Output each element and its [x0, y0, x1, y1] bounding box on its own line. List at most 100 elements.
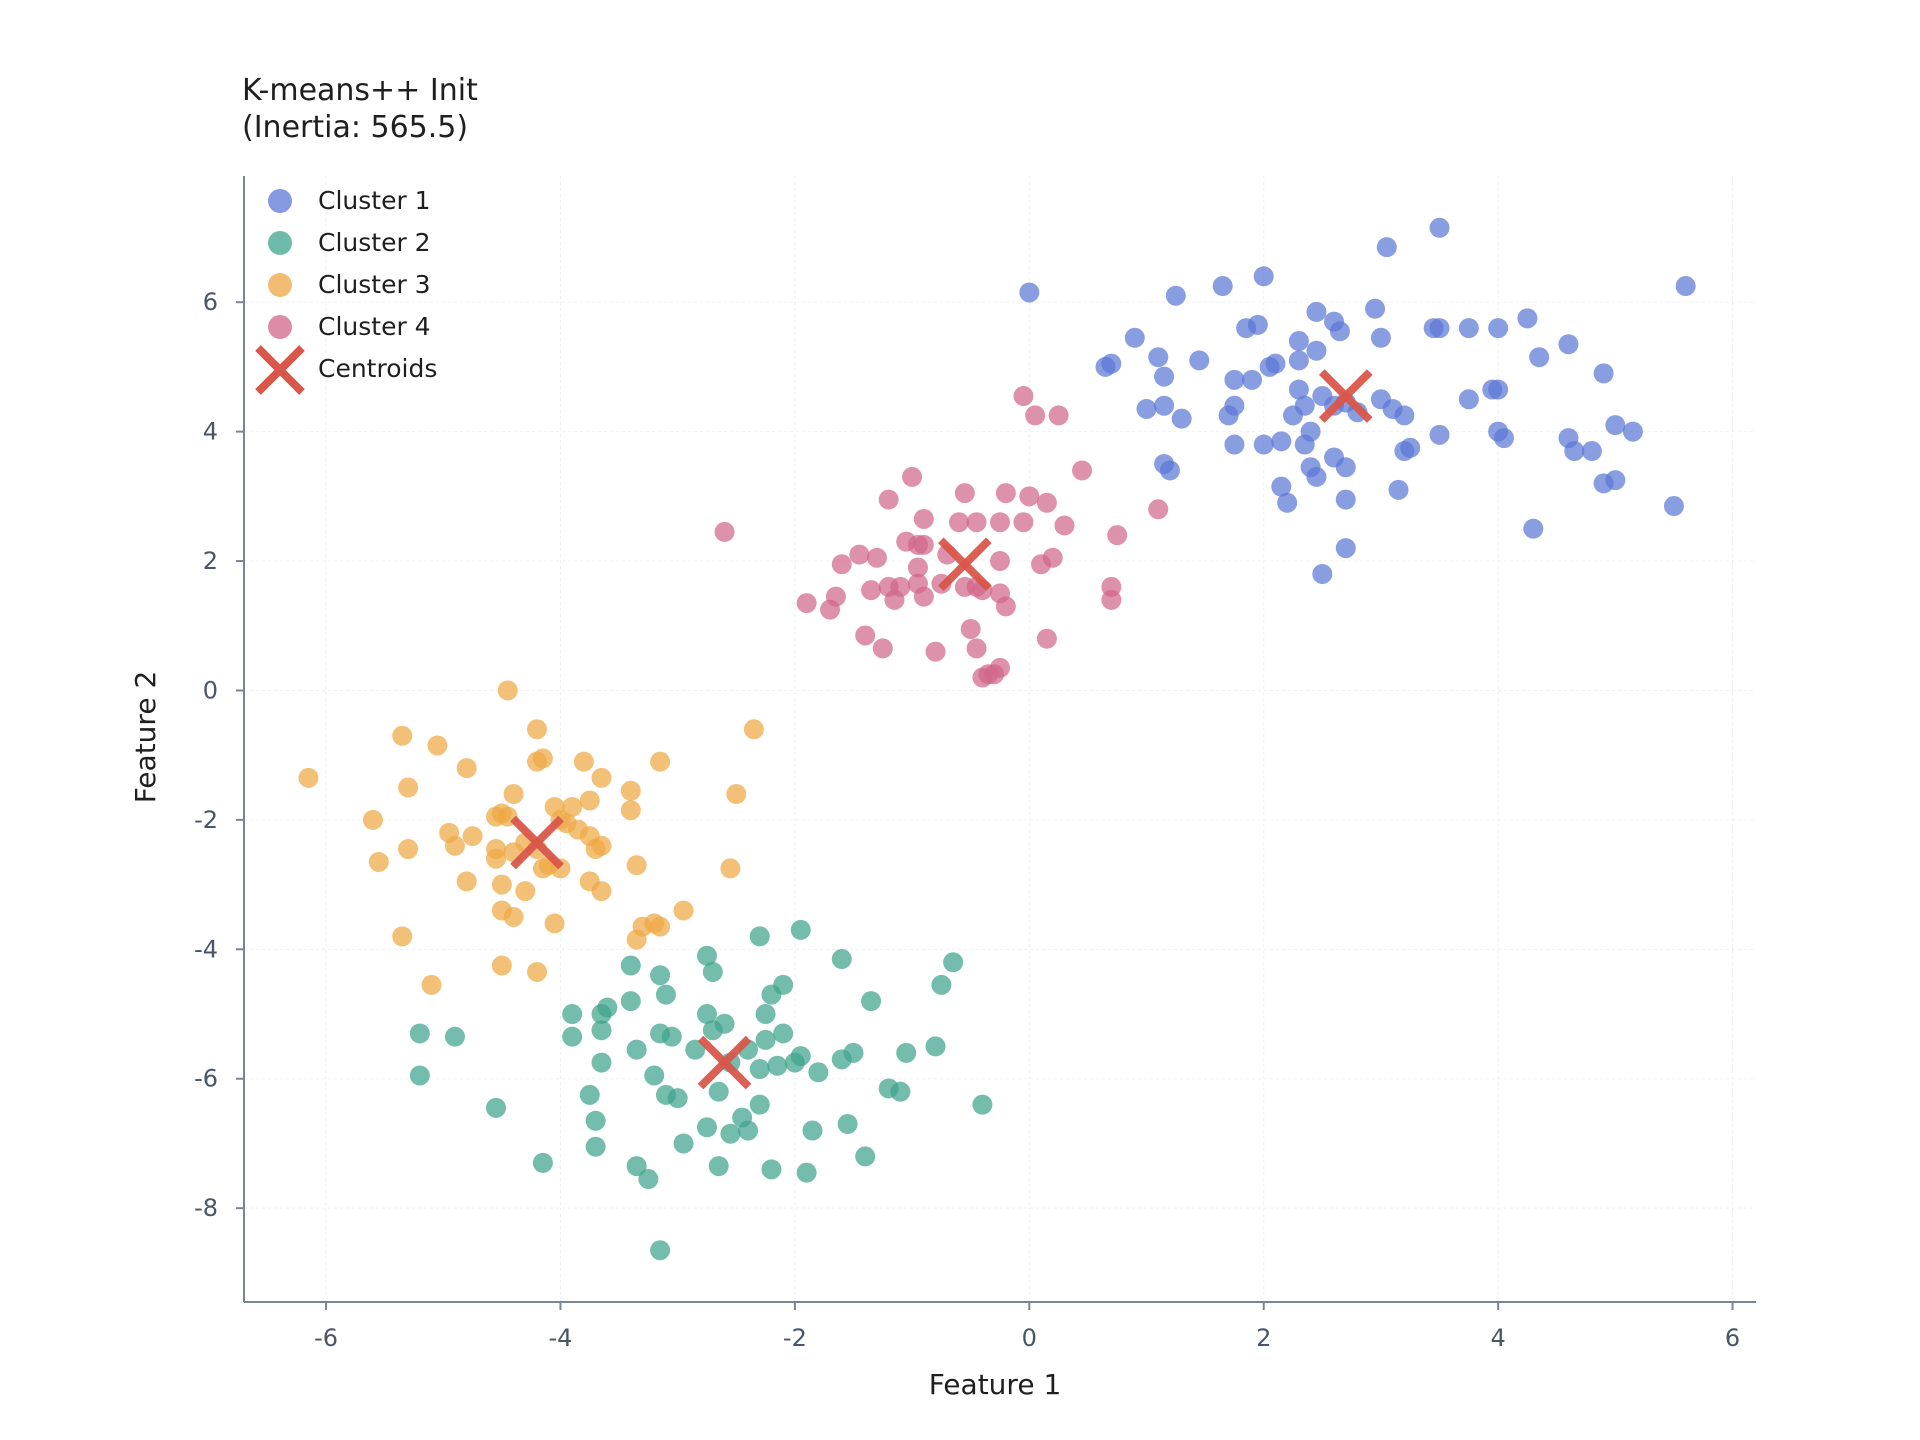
legend-label-cluster-4: Cluster 4 [318, 312, 431, 341]
data-point-cluster-2 [761, 1159, 782, 1180]
data-point-cluster-1 [1288, 379, 1309, 400]
data-point-cluster-4 [1054, 515, 1075, 536]
data-point-cluster-1 [1242, 369, 1262, 390]
y-tick-label: -8 [194, 1194, 218, 1222]
legend-label-centroids: Centroids [318, 354, 437, 383]
data-point-cluster-2 [638, 1169, 659, 1190]
data-point-cluster-2 [673, 1133, 694, 1154]
data-point-cluster-1 [1306, 466, 1327, 487]
data-point-cluster-1 [1265, 353, 1286, 374]
data-point-cluster-2 [796, 1162, 817, 1183]
data-point-cluster-4 [1148, 499, 1169, 520]
data-point-cluster-2 [409, 1065, 430, 1086]
data-point-cluster-1 [1663, 496, 1684, 517]
data-point-cluster-2 [626, 1156, 647, 1177]
x-tick-label: 4 [1490, 1324, 1505, 1352]
data-point-cluster-2 [696, 945, 717, 966]
data-point-cluster-2 [855, 1146, 876, 1167]
data-point-cluster-2 [773, 1023, 794, 1044]
data-point-cluster-1 [1329, 321, 1350, 342]
data-point-cluster-4 [984, 664, 1005, 685]
legend-marker-cluster-2 [268, 231, 292, 255]
data-point-cluster-4 [1072, 460, 1093, 481]
data-point-cluster-1 [1564, 441, 1585, 462]
data-point-cluster-2 [790, 919, 811, 940]
centroid-marker-2 [697, 1035, 752, 1090]
data-point-cluster-2 [579, 1084, 600, 1105]
data-point-cluster-1 [1376, 237, 1397, 258]
data-point-cluster-2 [708, 1156, 729, 1177]
data-point-cluster-3 [573, 751, 594, 772]
y-axis-label: Feature 2 [129, 671, 162, 804]
data-point-cluster-2 [650, 1240, 671, 1261]
data-point-cluster-4 [990, 551, 1010, 572]
data-point-cluster-4 [907, 557, 928, 578]
data-point-cluster-4 [1101, 589, 1122, 610]
x-tick-label: 2 [1256, 1324, 1271, 1352]
data-point-cluster-1 [1271, 476, 1292, 497]
data-point-cluster-1 [1019, 282, 1040, 303]
x-tick-label: -2 [783, 1324, 807, 1352]
data-point-cluster-1 [1136, 398, 1157, 419]
data-point-cluster-2 [444, 1026, 465, 1047]
data-point-cluster-3 [591, 835, 612, 856]
data-point-cluster-3 [527, 751, 548, 772]
data-point-cluster-3 [427, 735, 448, 756]
data-point-cluster-1 [1253, 266, 1274, 287]
data-point-cluster-3 [503, 784, 524, 805]
data-point-cluster-2 [562, 1026, 583, 1047]
data-point-cluster-2 [667, 1088, 688, 1109]
data-point-cluster-3 [620, 800, 641, 821]
data-point-cluster-2 [562, 1004, 583, 1025]
data-point-cluster-3 [743, 719, 764, 740]
data-point-cluster-3 [527, 961, 548, 982]
data-point-cluster-4 [1107, 525, 1128, 546]
data-point-cluster-1 [1306, 301, 1327, 322]
data-point-cluster-2 [720, 1123, 741, 1144]
data-point-cluster-2 [685, 1039, 706, 1060]
data-point-cluster-2 [738, 1120, 758, 1141]
data-point-cluster-1 [1312, 563, 1333, 584]
data-point-cluster-4 [1036, 628, 1057, 649]
data-point-cluster-1 [1458, 389, 1479, 410]
data-point-cluster-2 [591, 1004, 612, 1025]
data-point-cluster-4 [1031, 554, 1052, 575]
data-point-cluster-2 [925, 1036, 946, 1057]
x-tick-label: -4 [548, 1324, 572, 1352]
y-tick-label: -6 [194, 1065, 218, 1093]
data-point-cluster-4 [902, 466, 923, 487]
data-point-cluster-3 [491, 874, 512, 895]
data-point-cluster-4 [1025, 405, 1046, 426]
axes [243, 176, 1756, 1303]
data-point-cluster-3 [626, 929, 647, 950]
data-point-cluster-1 [1247, 314, 1268, 335]
data-point-cluster-4 [966, 638, 987, 659]
data-point-cluster-4 [1013, 386, 1034, 407]
data-point-cluster-2 [802, 1120, 823, 1141]
y-tick-label: 6 [203, 288, 218, 316]
series-cluster-4 [714, 386, 1169, 688]
data-point-cluster-2 [749, 1094, 770, 1115]
data-point-cluster-2 [708, 1081, 729, 1102]
data-point-cluster-3 [650, 751, 671, 772]
data-point-cluster-2 [755, 1004, 776, 1025]
centroid-markers [510, 369, 1373, 1090]
centroid-marker-4 [938, 537, 992, 592]
data-point-cluster-4 [995, 483, 1016, 504]
data-point-cluster-4 [913, 534, 934, 555]
data-point-cluster-1 [1335, 489, 1356, 510]
tick-labels: -6 -4 -2 0 2 4 6 -8 -6 -4 -2 0 2 4 6 [194, 288, 1740, 1352]
data-point-cluster-3 [491, 955, 512, 976]
data-point-cluster-4 [796, 593, 817, 614]
y-tick-label: -2 [194, 806, 218, 834]
data-point-cluster-1 [1212, 276, 1233, 297]
data-point-cluster-3 [462, 826, 483, 847]
legend-marker-cluster-3 [268, 273, 292, 297]
x-tick-label: 6 [1725, 1324, 1740, 1352]
data-point-cluster-1 [1224, 395, 1245, 416]
data-point-cluster-2 [409, 1023, 430, 1044]
data-point-cluster-3 [626, 855, 647, 876]
centroid-marker-1 [1318, 369, 1373, 423]
data-point-cluster-3 [486, 848, 506, 869]
